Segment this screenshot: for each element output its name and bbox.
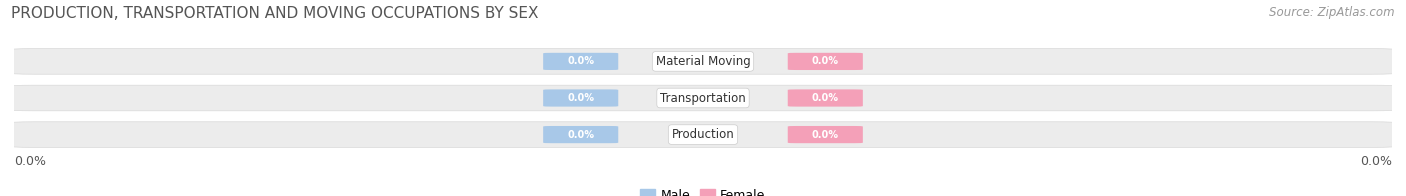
- Text: 0.0%: 0.0%: [811, 93, 839, 103]
- FancyBboxPatch shape: [787, 89, 863, 107]
- Legend: Male, Female: Male, Female: [636, 184, 770, 196]
- Text: 0.0%: 0.0%: [567, 130, 595, 140]
- FancyBboxPatch shape: [7, 85, 1399, 111]
- FancyBboxPatch shape: [7, 49, 1399, 74]
- Text: 0.0%: 0.0%: [811, 130, 839, 140]
- Text: 0.0%: 0.0%: [1360, 155, 1392, 168]
- Text: 0.0%: 0.0%: [567, 56, 595, 66]
- FancyBboxPatch shape: [7, 122, 1399, 147]
- Text: 0.0%: 0.0%: [14, 155, 46, 168]
- Text: Source: ZipAtlas.com: Source: ZipAtlas.com: [1270, 6, 1395, 19]
- Text: Material Moving: Material Moving: [655, 55, 751, 68]
- Text: Production: Production: [672, 128, 734, 141]
- FancyBboxPatch shape: [787, 53, 863, 70]
- FancyBboxPatch shape: [543, 126, 619, 143]
- FancyBboxPatch shape: [787, 126, 863, 143]
- FancyBboxPatch shape: [543, 89, 619, 107]
- FancyBboxPatch shape: [543, 53, 619, 70]
- Text: 0.0%: 0.0%: [811, 56, 839, 66]
- Text: 0.0%: 0.0%: [567, 93, 595, 103]
- Text: PRODUCTION, TRANSPORTATION AND MOVING OCCUPATIONS BY SEX: PRODUCTION, TRANSPORTATION AND MOVING OC…: [11, 6, 538, 21]
- Text: Transportation: Transportation: [661, 92, 745, 104]
